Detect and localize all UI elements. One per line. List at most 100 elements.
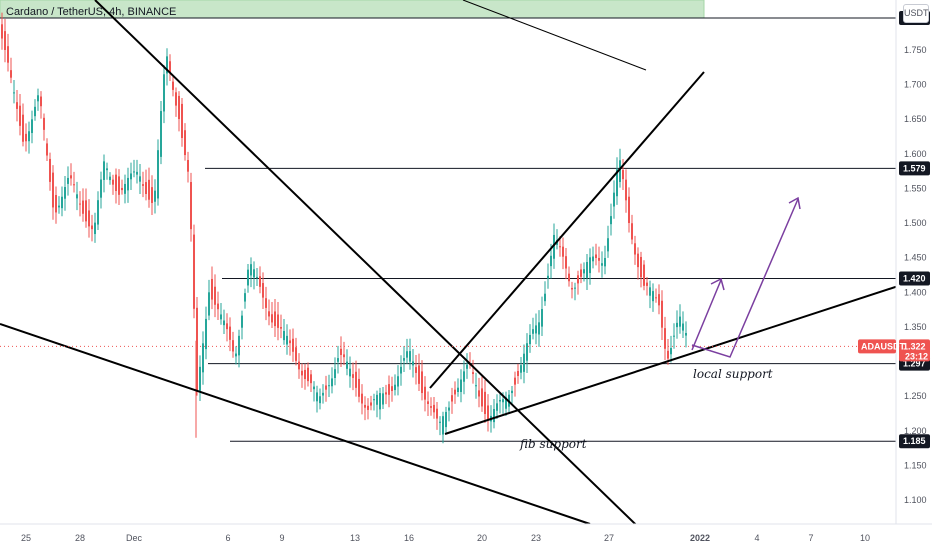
candle-body [580, 269, 582, 277]
candle-body [1, 24, 3, 39]
candle-body [283, 331, 285, 341]
candle-body [346, 361, 348, 369]
level-pill-1-579 [899, 161, 930, 176]
y-tick-label: 1.100 [904, 495, 927, 505]
candle-body [640, 256, 642, 278]
time-axis [0, 524, 932, 550]
projection-arrow-short [691, 279, 722, 351]
trend-line [429, 71, 705, 389]
candle-body [370, 402, 372, 406]
candle-body [328, 385, 330, 387]
candle-body [421, 371, 423, 394]
candle-body [496, 403, 498, 411]
candle-body [52, 172, 54, 208]
candle-body [412, 361, 414, 366]
candle-body [526, 343, 528, 361]
candle-body [460, 379, 462, 392]
trend-line [94, 0, 663, 550]
candle-body [634, 243, 636, 255]
candle-body [262, 283, 264, 298]
x-tick-label: 13 [350, 533, 360, 543]
candle-body [187, 159, 189, 172]
candle-body [385, 392, 387, 395]
candle-body [301, 370, 303, 376]
candle-body [124, 183, 126, 194]
candle-body [418, 365, 420, 384]
candle-body [130, 173, 132, 180]
candle-body [388, 384, 390, 395]
candle-body [358, 378, 360, 397]
candle-body [535, 325, 537, 334]
candle-body [670, 348, 672, 355]
projection-arrow-long [691, 198, 799, 358]
candle-body [16, 102, 18, 109]
candle-body [592, 256, 594, 262]
candle-body [310, 374, 312, 384]
candle-body [259, 276, 261, 287]
candle-body [574, 287, 576, 289]
candle-body [472, 372, 474, 374]
candle-body [232, 340, 234, 352]
candle-body [85, 200, 87, 222]
candle-body [319, 396, 321, 404]
candle-body [427, 401, 429, 404]
candle-body [406, 351, 408, 358]
y-tick-label: 1.500 [904, 218, 927, 228]
y-tick-label: 1.450 [904, 253, 927, 263]
candle-body [286, 335, 288, 345]
candle-body [349, 368, 351, 377]
candle-body [394, 384, 396, 391]
candle-body [433, 404, 435, 413]
candle-body [40, 96, 42, 107]
candle-body [112, 179, 114, 185]
candle-body [331, 378, 333, 387]
candle-body [466, 364, 468, 369]
level-pill-text: 1.297 [903, 359, 926, 369]
candle-body [442, 416, 444, 435]
candle-body [181, 103, 183, 138]
x-tick-label: 6 [225, 533, 230, 543]
level-pill-text: 1.420 [903, 273, 926, 283]
candle-body [379, 393, 381, 410]
currency-button[interactable]: USDT [903, 4, 929, 23]
candle-body [553, 234, 555, 259]
candle-body [613, 192, 615, 207]
candle-body [172, 81, 174, 90]
trend-line [462, 0, 647, 71]
y-tick-label: 1.750 [904, 45, 927, 55]
candle-body [325, 385, 327, 390]
candle-body [76, 194, 78, 199]
candle-body [109, 176, 111, 181]
candle-body [544, 293, 546, 302]
candle-body [616, 169, 618, 197]
candle-body [487, 405, 489, 420]
candle-body [511, 390, 513, 394]
trend-line [0, 323, 591, 525]
candle-body [334, 369, 336, 378]
candle-body [208, 292, 210, 316]
candle-body [547, 275, 549, 279]
candle-body [631, 223, 633, 240]
candle-body [175, 92, 177, 106]
x-tick-label: 9 [279, 533, 284, 543]
candle-body [376, 394, 378, 405]
candle-body [355, 371, 357, 388]
candle-body [403, 358, 405, 361]
x-tick-label: 7 [808, 533, 813, 543]
candle-body [271, 314, 273, 323]
x-tick-label: Dec [126, 533, 143, 543]
candle-body [220, 314, 222, 320]
candle-body [34, 106, 36, 117]
candle-body [643, 264, 645, 286]
candle-body [361, 393, 363, 404]
candle-body [157, 150, 159, 199]
candle-body [481, 388, 483, 407]
candle-body [520, 365, 522, 373]
candle-body [7, 46, 9, 63]
y-tick-label: 1.250 [904, 391, 927, 401]
candle-body [151, 187, 153, 203]
candle-body [637, 253, 639, 268]
candle-body [304, 369, 306, 380]
candle-body [505, 397, 507, 409]
